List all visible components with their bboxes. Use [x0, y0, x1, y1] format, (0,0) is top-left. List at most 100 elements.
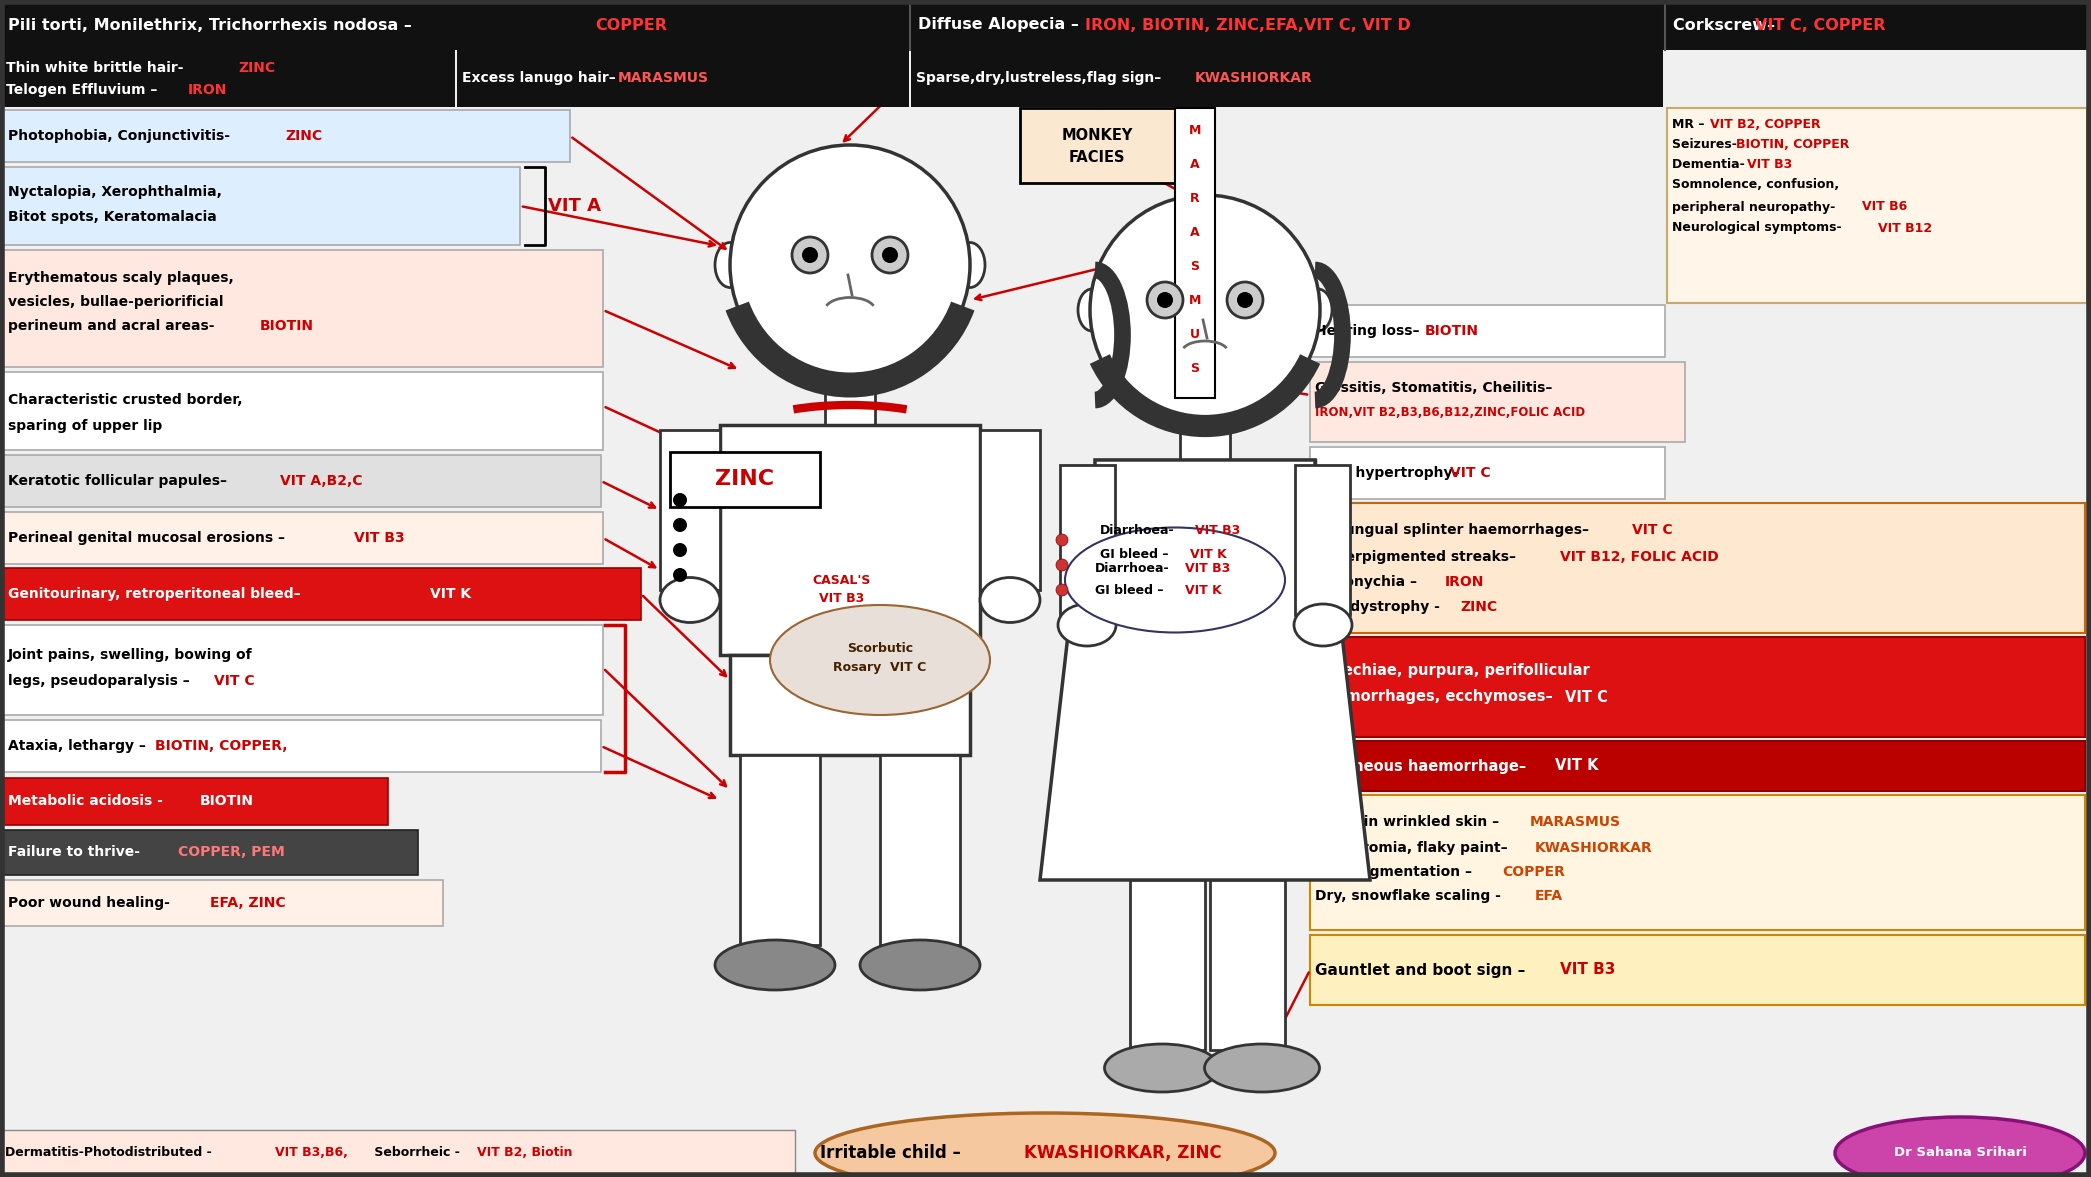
Text: VIT B3: VIT B3	[820, 592, 864, 605]
Text: IRON: IRON	[1445, 576, 1485, 588]
Circle shape	[803, 247, 818, 262]
Ellipse shape	[1305, 290, 1332, 331]
Bar	[719, 425, 981, 654]
Text: Somnolence, confusion,: Somnolence, confusion,	[1673, 179, 1840, 192]
Text: U: U	[1190, 327, 1200, 340]
Text: Irritable child –: Irritable child –	[820, 1144, 966, 1162]
Bar	[1179, 425, 1230, 460]
Text: VIT K: VIT K	[1190, 547, 1227, 560]
Text: COPPER, PEM: COPPER, PEM	[178, 845, 284, 859]
Ellipse shape	[815, 1113, 1276, 1177]
Text: Dr Sahana Srihari: Dr Sahana Srihari	[1894, 1146, 2026, 1159]
Bar	[1309, 935, 2085, 1005]
Text: VIT B2, Biotin: VIT B2, Biotin	[477, 1146, 573, 1159]
Text: VIT B6: VIT B6	[1861, 200, 1907, 213]
Text: Nail dystrophy -: Nail dystrophy -	[1315, 600, 1445, 614]
Text: Diarrhoea-: Diarrhoea-	[1096, 561, 1169, 574]
Bar	[2, 625, 602, 714]
Text: Dry thin wrinkled skin –: Dry thin wrinkled skin –	[1315, 814, 1503, 829]
Text: R: R	[1190, 192, 1200, 205]
Ellipse shape	[1836, 1117, 2085, 1177]
Text: Diffuse Alopecia –: Diffuse Alopecia –	[918, 18, 1085, 33]
Text: ZINC: ZINC	[238, 61, 276, 75]
Text: VIT B12: VIT B12	[1878, 221, 1932, 234]
Bar	[1129, 880, 1204, 1050]
Bar	[661, 430, 719, 590]
Bar	[1309, 637, 2085, 737]
Text: CASAL'S: CASAL'S	[813, 573, 872, 586]
Text: Bitot spots, Keratomalacia: Bitot spots, Keratomalacia	[8, 210, 217, 224]
Bar	[826, 385, 874, 425]
Ellipse shape	[1104, 1044, 1219, 1092]
Text: S: S	[1190, 361, 1200, 374]
Text: IRON, BIOTIN, ZINC,EFA,VIT C, VIT D: IRON, BIOTIN, ZINC,EFA,VIT C, VIT D	[1085, 18, 1411, 33]
Text: peripheral neuropathy-: peripheral neuropathy-	[1673, 200, 1840, 213]
Text: Sparse,dry,lustreless,flag sign–: Sparse,dry,lustreless,flag sign–	[916, 71, 1161, 85]
Text: VIT B3: VIT B3	[1194, 524, 1240, 537]
Ellipse shape	[859, 940, 981, 990]
Polygon shape	[1039, 460, 1370, 880]
Text: VIT B12, FOLIC ACID: VIT B12, FOLIC ACID	[1560, 550, 1719, 564]
Text: Petechiae, purpura, perifollicular: Petechiae, purpura, perifollicular	[1315, 663, 1589, 678]
Text: COPPER: COPPER	[596, 18, 667, 33]
Text: legs, pseudoparalysis –: legs, pseudoparalysis –	[8, 674, 194, 689]
Text: GI bleed –: GI bleed –	[1100, 547, 1169, 560]
Text: VIT C: VIT C	[1631, 523, 1673, 537]
Bar	[981, 430, 1039, 590]
Text: Joint pains, swelling, bowing of: Joint pains, swelling, bowing of	[8, 649, 253, 661]
Text: Genitourinary, retroperitoneal bleed–: Genitourinary, retroperitoneal bleed–	[8, 587, 305, 601]
Text: Pili torti, Monilethrix, Trichorrhexis nodosa –: Pili torti, Monilethrix, Trichorrhexis n…	[8, 18, 418, 33]
Text: Diarrhoea-: Diarrhoea-	[1100, 524, 1175, 537]
Bar	[730, 654, 970, 754]
Ellipse shape	[715, 242, 744, 287]
Text: ZINC: ZINC	[1460, 600, 1497, 614]
Bar	[2, 455, 600, 507]
Text: Koilonychia –: Koilonychia –	[1315, 576, 1418, 588]
Circle shape	[1238, 292, 1253, 308]
Text: MONKEY: MONKEY	[1062, 127, 1133, 142]
Text: VIT B3,B6,: VIT B3,B6,	[276, 1146, 347, 1159]
Text: Rosary  VIT C: Rosary VIT C	[834, 661, 926, 674]
Bar	[1309, 503, 2085, 633]
Text: VIT K: VIT K	[1556, 758, 1598, 773]
Circle shape	[1156, 292, 1173, 308]
Text: A: A	[1190, 226, 1200, 239]
Bar	[1309, 363, 1685, 443]
Bar	[2, 880, 443, 926]
Text: Characteristic crusted border,: Characteristic crusted border,	[8, 393, 243, 407]
Text: MARASMUS: MARASMUS	[1531, 814, 1621, 829]
Ellipse shape	[715, 940, 834, 990]
Circle shape	[792, 237, 828, 273]
Text: Seborrheic -: Seborrheic -	[370, 1146, 460, 1159]
Bar	[0, 0, 2091, 49]
Text: ZINC: ZINC	[715, 468, 774, 488]
Bar	[2, 109, 571, 162]
Text: Hypopigmentation –: Hypopigmentation –	[1315, 865, 1476, 879]
Circle shape	[673, 543, 688, 557]
Text: Erythematous scaly plaques,: Erythematous scaly plaques,	[8, 271, 234, 285]
Bar	[2, 372, 602, 450]
Text: VIT C: VIT C	[1564, 690, 1608, 705]
Text: S: S	[1190, 259, 1200, 273]
Circle shape	[1148, 282, 1184, 318]
Circle shape	[1056, 559, 1069, 571]
Text: VIT B3: VIT B3	[353, 531, 406, 545]
Bar	[2, 167, 521, 245]
Bar	[912, 49, 1662, 107]
Ellipse shape	[1204, 1044, 1319, 1092]
Ellipse shape	[1294, 604, 1353, 646]
Text: VIT A: VIT A	[548, 197, 600, 215]
Text: Dermatitis-Photodistributed -: Dermatitis-Photodistributed -	[4, 1146, 211, 1159]
Circle shape	[673, 568, 688, 581]
Text: VIT B3: VIT B3	[1186, 561, 1230, 574]
Bar	[1309, 794, 2085, 930]
Text: Photophobia, Conjunctivitis-: Photophobia, Conjunctivitis-	[8, 129, 230, 142]
Text: IRON: IRON	[188, 84, 228, 97]
Bar	[1309, 742, 2085, 791]
Bar	[669, 452, 820, 507]
Text: Gum hypertrophy–: Gum hypertrophy–	[1315, 466, 1464, 480]
Text: Excess lanugo hair–: Excess lanugo hair–	[462, 71, 615, 85]
Text: A: A	[1190, 158, 1200, 171]
Text: Scorbutic: Scorbutic	[847, 641, 914, 654]
Circle shape	[1056, 584, 1069, 596]
